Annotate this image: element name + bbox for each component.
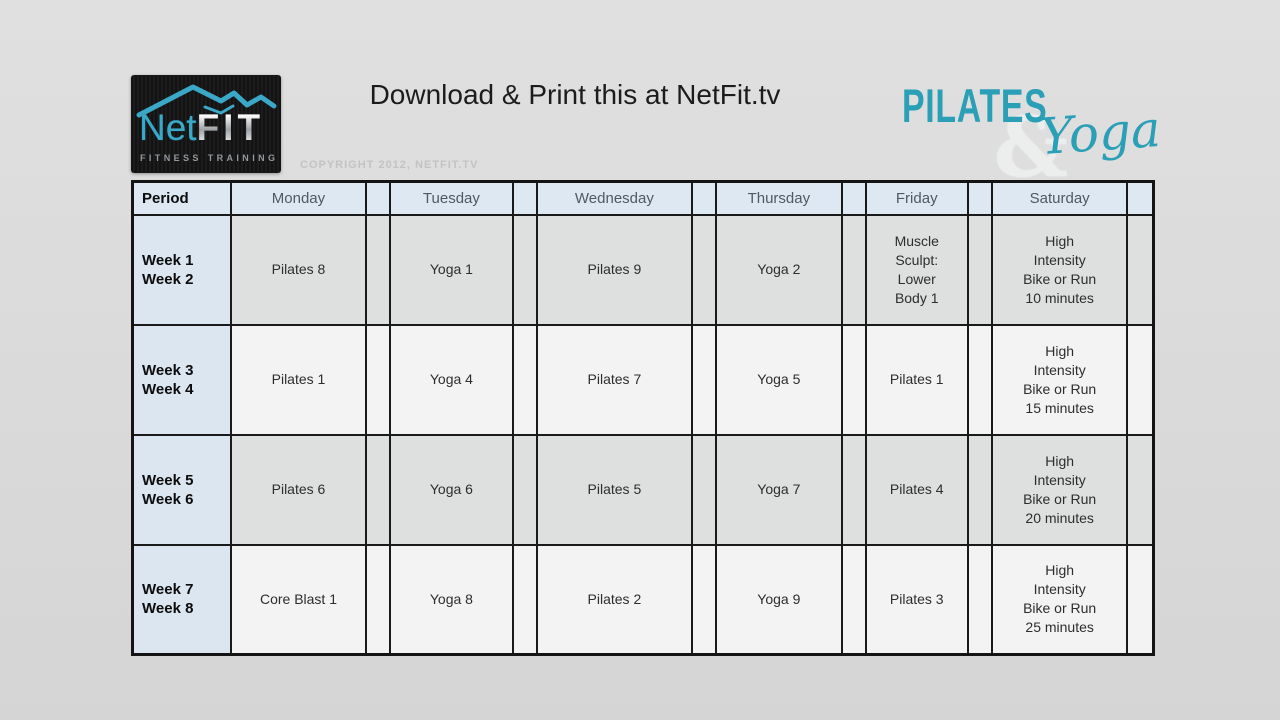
workout-cell-thursday: Yoga 7 xyxy=(715,433,843,546)
column-header-wednesday: Wednesday xyxy=(535,180,694,216)
spacer-cell xyxy=(511,433,538,546)
workout-cell-saturday: High Intensity Bike or Run 15 minutes xyxy=(990,323,1129,436)
column-header-friday: Friday xyxy=(864,180,969,216)
workout-cell-monday: Pilates 1 xyxy=(229,323,368,436)
workout-cell-tuesday: Yoga 4 xyxy=(389,323,514,436)
column-header-period: Period xyxy=(131,180,232,216)
table-row-week-7-8: Week 7 Week 8 Core Blast 1 Yoga 8 Pilate… xyxy=(131,543,1155,656)
spacer-cell xyxy=(691,433,718,546)
spacer-cell xyxy=(365,433,392,546)
spacer-cell xyxy=(966,433,993,546)
netfit-wordmark: NetFIT xyxy=(139,107,264,149)
spacer-cell xyxy=(691,543,718,656)
pilates-wordmark: PILATES xyxy=(902,79,1048,132)
spacer-cell xyxy=(966,213,993,326)
spacer-cell xyxy=(365,213,392,326)
workout-cell-wednesday: Pilates 2 xyxy=(535,543,694,656)
workout-cell-friday: Pilates 3 xyxy=(864,543,969,656)
spacer-cell xyxy=(691,213,718,326)
spacer-cell xyxy=(511,213,538,326)
period-cell: Week 1 Week 2 xyxy=(131,213,232,326)
spacer-cell xyxy=(966,323,993,436)
workout-cell-tuesday: Yoga 8 xyxy=(389,543,514,656)
netfit-logo: NetFIT FITNESS TRAINING xyxy=(131,75,281,173)
spacer-cell xyxy=(511,180,538,216)
workout-cell-friday: Pilates 1 xyxy=(864,323,969,436)
spacer-cell xyxy=(840,180,867,216)
copyright-text: COPYRIGHT 2012, NETFIT.TV xyxy=(300,159,479,171)
spacer-cell xyxy=(966,543,993,656)
period-cell: Week 3 Week 4 xyxy=(131,323,232,436)
spacer-cell xyxy=(511,323,538,436)
workout-cell-thursday: Yoga 5 xyxy=(715,323,843,436)
spacer-cell xyxy=(1126,433,1155,546)
pilates-yoga-logo: & PILATES Yoga xyxy=(890,72,1163,196)
spacer-cell xyxy=(511,543,538,656)
workout-cell-wednesday: Pilates 7 xyxy=(535,323,694,436)
spacer-cell xyxy=(840,543,867,656)
netfit-word-fit: FIT xyxy=(196,107,265,148)
table-row-week-5-6: Week 5 Week 6 Pilates 6 Yoga 6 Pilates 5… xyxy=(131,433,1155,546)
workout-cell-monday: Core Blast 1 xyxy=(229,543,368,656)
table-row-week-3-4: Week 3 Week 4 Pilates 1 Yoga 4 Pilates 7… xyxy=(131,323,1155,436)
netfit-word-net: Net xyxy=(139,107,197,148)
workout-cell-thursday: Yoga 2 xyxy=(715,213,843,326)
period-cell: Week 7 Week 8 xyxy=(131,543,232,656)
spacer-cell xyxy=(966,180,993,216)
workout-cell-saturday: High Intensity Bike or Run 10 minutes xyxy=(990,213,1129,326)
workout-cell-friday: Pilates 4 xyxy=(864,433,969,546)
workout-cell-monday: Pilates 8 xyxy=(229,213,368,326)
column-header-saturday: Saturday xyxy=(990,180,1129,216)
spacer-cell xyxy=(691,323,718,436)
spacer-cell xyxy=(840,213,867,326)
workout-cell-thursday: Yoga 9 xyxy=(715,543,843,656)
spacer-cell xyxy=(365,323,392,436)
column-header-tuesday: Tuesday xyxy=(389,180,514,216)
workout-cell-wednesday: Pilates 9 xyxy=(535,213,694,326)
spacer-cell xyxy=(840,323,867,436)
workout-cell-tuesday: Yoga 1 xyxy=(389,213,514,326)
spacer-cell xyxy=(1126,323,1155,436)
spacer-cell xyxy=(1126,543,1155,656)
yoga-wordmark: Yoga xyxy=(1038,99,1163,167)
spacer-cell xyxy=(840,433,867,546)
spacer-cell xyxy=(365,543,392,656)
spacer-cell xyxy=(1126,213,1155,326)
workout-cell-saturday: High Intensity Bike or Run 25 minutes xyxy=(990,543,1129,656)
period-cell: Week 5 Week 6 xyxy=(131,433,232,546)
netfit-roof-icon xyxy=(136,84,277,118)
table-row-week-1-2: Week 1 Week 2 Pilates 8 Yoga 1 Pilates 9… xyxy=(131,213,1155,326)
workout-cell-saturday: High Intensity Bike or Run 20 minutes xyxy=(990,433,1129,546)
workout-schedule-table: Period Monday Tuesday Wednesday Thursday… xyxy=(131,180,1155,656)
column-header-monday: Monday xyxy=(229,180,368,216)
workout-cell-wednesday: Pilates 5 xyxy=(535,433,694,546)
netfit-tagline: FITNESS TRAINING xyxy=(140,153,279,163)
workout-cell-monday: Pilates 6 xyxy=(229,433,368,546)
workout-cell-tuesday: Yoga 6 xyxy=(389,433,514,546)
spacer-cell xyxy=(1126,180,1155,216)
column-header-thursday: Thursday xyxy=(715,180,843,216)
page-title: Download & Print this at NetFit.tv xyxy=(369,79,781,110)
spacer-cell xyxy=(691,180,718,216)
header-row: Period Monday Tuesday Wednesday Thursday… xyxy=(131,180,1155,216)
workout-cell-friday: Muscle Sculpt: Lower Body 1 xyxy=(864,213,969,326)
spacer-cell xyxy=(365,180,392,216)
